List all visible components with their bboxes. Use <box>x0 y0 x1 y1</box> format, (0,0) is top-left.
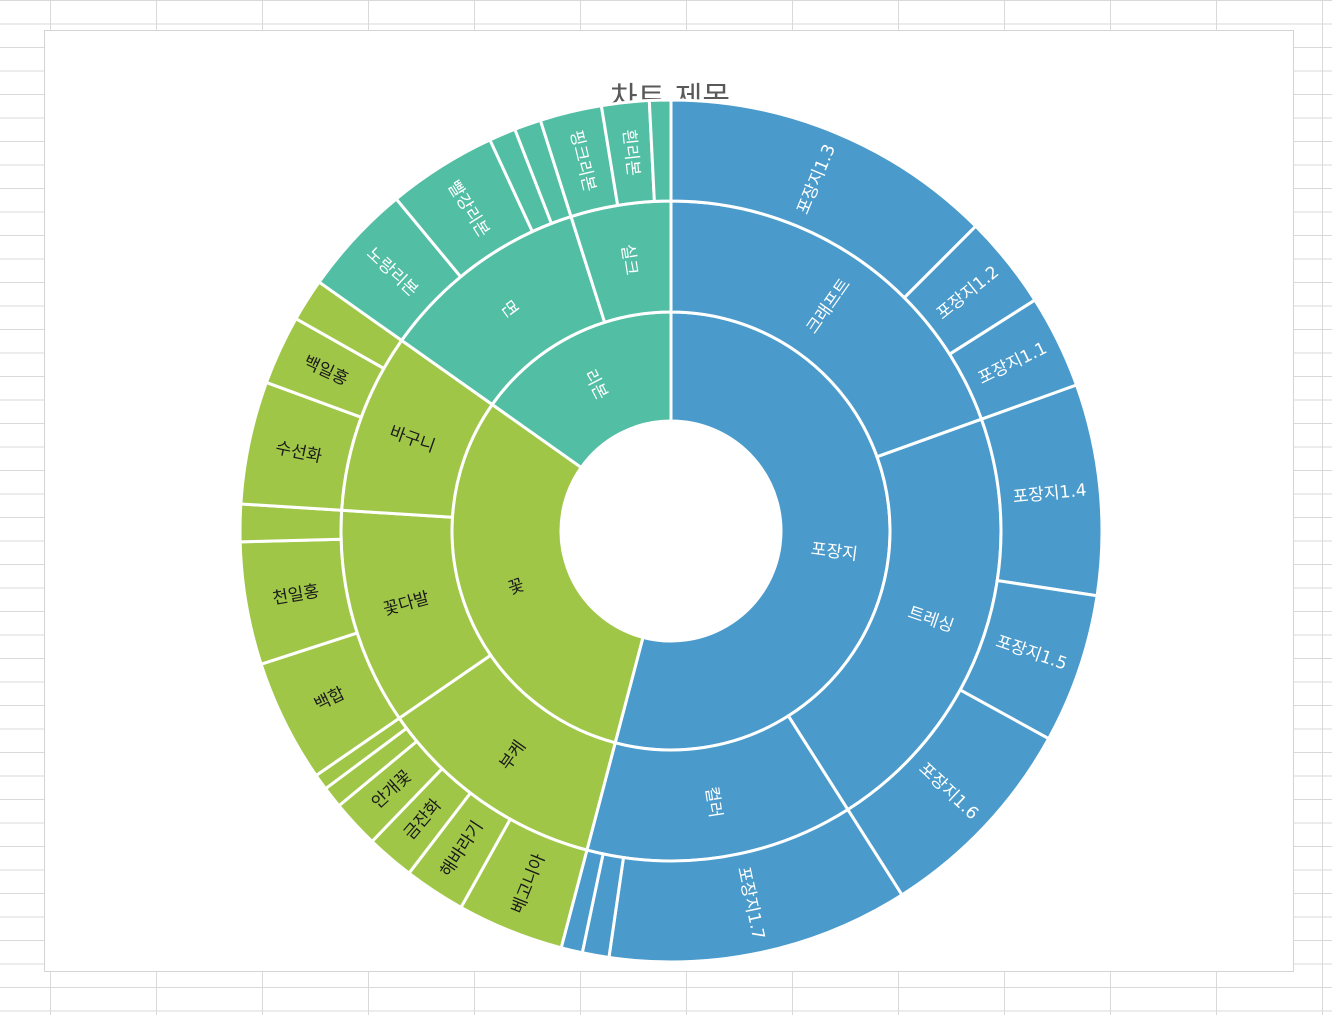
segment-ring2-2 <box>647 98 673 203</box>
sunburst-chart: 포장지크래프트포장지1.3포장지1.2포장지1.1트레싱포장지1.4포장지1.5… <box>238 98 1104 964</box>
label-꽃: 꽃 <box>506 575 528 599</box>
label-흰리본: 흰리본 <box>618 128 643 177</box>
label-컬러: 컬러 <box>701 785 726 819</box>
label-실크: 실크 <box>617 243 642 277</box>
chart-area: 차트 제목 포장지 크래프트 포장지1.3 포장지1.2 포장지1.1 트레싱 포장지1.4… <box>44 30 1294 972</box>
